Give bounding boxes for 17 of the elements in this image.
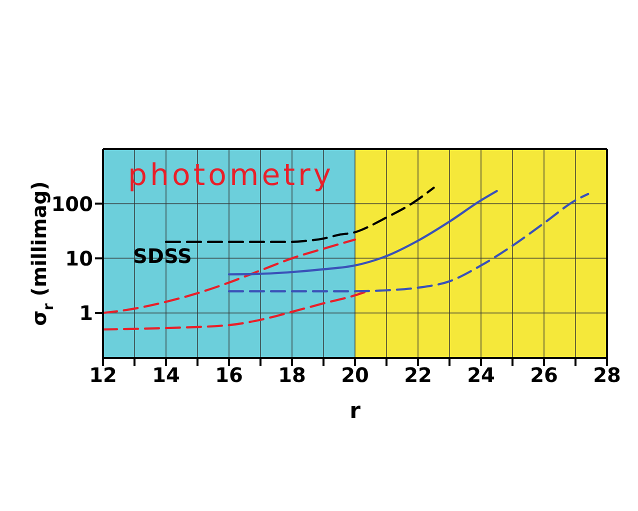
- x-tick-label: 16: [215, 363, 243, 388]
- line-series: [103, 238, 356, 314]
- x-tick-label: 20: [341, 363, 369, 388]
- x-tick-label: 14: [152, 363, 180, 388]
- y-tick-label: 10: [65, 246, 93, 270]
- x-tick-label: 26: [530, 363, 558, 388]
- x-tick-label: 22: [404, 363, 432, 388]
- line-series: [228, 190, 498, 276]
- y-tick-label: 1: [79, 301, 93, 326]
- line-series: [103, 291, 366, 331]
- annotation: SDSS: [133, 244, 192, 268]
- x-tick-label: 24: [467, 363, 495, 388]
- x-tick-label: 28: [593, 363, 621, 388]
- x-axis-title: r: [350, 399, 361, 424]
- line-series: [228, 192, 590, 292]
- x-tick-label: 12: [89, 363, 117, 388]
- x-tick-label: 18: [278, 363, 306, 388]
